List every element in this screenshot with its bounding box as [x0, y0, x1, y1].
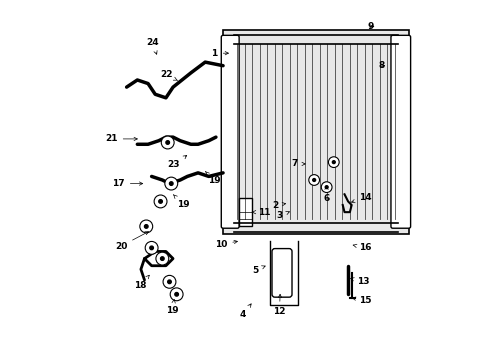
Text: 19: 19 — [205, 172, 220, 185]
Circle shape — [144, 225, 148, 228]
Text: 16: 16 — [352, 243, 370, 252]
Circle shape — [164, 177, 177, 190]
Text: 13: 13 — [350, 277, 369, 286]
Text: 10: 10 — [215, 240, 237, 249]
Text: 7: 7 — [291, 159, 305, 168]
Text: 9: 9 — [367, 22, 373, 31]
Text: 15: 15 — [352, 296, 370, 305]
Text: 19: 19 — [166, 300, 178, 315]
Text: 12: 12 — [273, 294, 285, 316]
Circle shape — [332, 161, 335, 163]
Circle shape — [169, 182, 173, 185]
Circle shape — [165, 141, 169, 144]
Text: 8: 8 — [378, 61, 384, 70]
Text: 22: 22 — [160, 70, 177, 81]
Circle shape — [170, 288, 183, 301]
Text: 14: 14 — [351, 193, 371, 203]
Text: 1: 1 — [211, 49, 228, 58]
Circle shape — [149, 246, 153, 249]
Text: 2: 2 — [272, 201, 285, 210]
Circle shape — [156, 252, 168, 265]
Circle shape — [163, 275, 176, 288]
Circle shape — [325, 186, 327, 189]
Circle shape — [308, 175, 319, 185]
FancyBboxPatch shape — [221, 35, 239, 228]
FancyBboxPatch shape — [390, 35, 410, 228]
Circle shape — [145, 242, 158, 254]
Text: 21: 21 — [105, 134, 137, 143]
Text: 5: 5 — [252, 266, 264, 275]
Text: 6: 6 — [323, 186, 328, 203]
Circle shape — [328, 157, 339, 167]
Circle shape — [161, 136, 174, 149]
Circle shape — [159, 200, 162, 203]
Circle shape — [175, 293, 178, 296]
Circle shape — [154, 195, 166, 208]
Text: 24: 24 — [146, 38, 158, 54]
Text: 3: 3 — [276, 211, 289, 220]
Bar — [239, 198, 251, 226]
Text: 4: 4 — [239, 304, 251, 319]
Text: 18: 18 — [134, 275, 149, 290]
Text: 23: 23 — [167, 156, 186, 169]
Circle shape — [321, 182, 331, 193]
FancyBboxPatch shape — [223, 30, 408, 234]
Circle shape — [140, 220, 152, 233]
Circle shape — [160, 257, 164, 260]
Text: 17: 17 — [112, 179, 142, 188]
Text: 20: 20 — [115, 232, 148, 251]
Circle shape — [312, 179, 315, 181]
Text: 11: 11 — [252, 208, 270, 217]
Circle shape — [167, 280, 171, 284]
Text: 19: 19 — [173, 195, 189, 209]
FancyBboxPatch shape — [271, 249, 291, 297]
